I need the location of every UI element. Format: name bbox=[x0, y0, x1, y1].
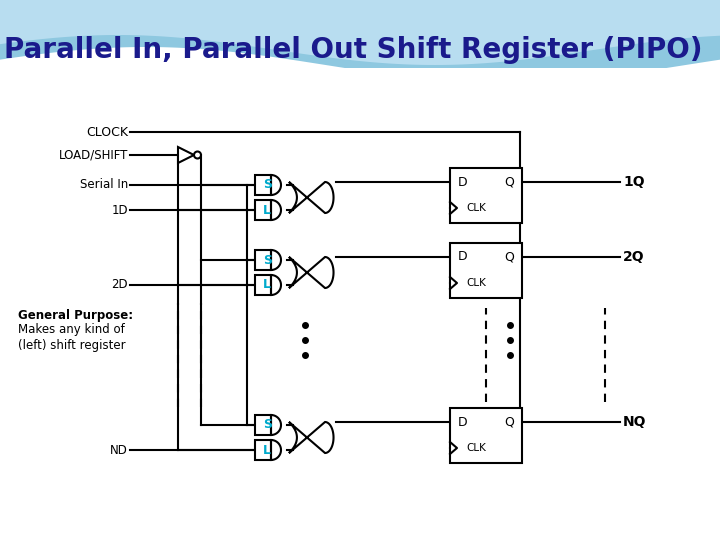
Text: L: L bbox=[264, 279, 271, 292]
Text: NQ: NQ bbox=[623, 415, 647, 429]
Text: Q: Q bbox=[504, 415, 514, 429]
Text: S: S bbox=[263, 179, 271, 192]
Polygon shape bbox=[255, 415, 281, 435]
Text: ND: ND bbox=[110, 443, 128, 456]
Text: Makes any kind of: Makes any kind of bbox=[18, 323, 125, 336]
Text: D: D bbox=[458, 415, 468, 429]
Text: S: S bbox=[263, 253, 271, 267]
Bar bbox=[450, 167, 522, 222]
Circle shape bbox=[194, 152, 201, 159]
Text: L: L bbox=[264, 443, 271, 456]
Polygon shape bbox=[255, 200, 281, 220]
Text: 1Q: 1Q bbox=[623, 175, 644, 189]
Text: LOAD/SHIFT: LOAD/SHIFT bbox=[58, 148, 128, 161]
Text: D: D bbox=[458, 251, 468, 264]
Polygon shape bbox=[289, 182, 333, 213]
Text: General Purpose:: General Purpose: bbox=[18, 308, 133, 321]
Bar bbox=[0, 68, 720, 540]
Polygon shape bbox=[0, 0, 720, 83]
Text: CLK: CLK bbox=[466, 203, 486, 213]
Text: (left) shift register: (left) shift register bbox=[18, 339, 125, 352]
Text: CLK: CLK bbox=[466, 443, 486, 453]
Text: 1D: 1D bbox=[112, 204, 128, 217]
Text: L: L bbox=[264, 204, 271, 217]
Text: Parallel In, Parallel Out Shift Register (PIPO): Parallel In, Parallel Out Shift Register… bbox=[4, 36, 703, 64]
Polygon shape bbox=[255, 250, 281, 270]
Text: Q: Q bbox=[504, 176, 514, 188]
Bar bbox=[450, 408, 522, 462]
Text: Serial In: Serial In bbox=[80, 179, 128, 192]
Text: D: D bbox=[458, 176, 468, 188]
Text: Q: Q bbox=[504, 251, 514, 264]
Polygon shape bbox=[255, 175, 281, 195]
Polygon shape bbox=[289, 422, 333, 453]
Polygon shape bbox=[289, 257, 333, 288]
Polygon shape bbox=[0, 0, 720, 65]
Polygon shape bbox=[178, 147, 194, 163]
Polygon shape bbox=[255, 275, 281, 295]
Text: S: S bbox=[263, 418, 271, 431]
Bar bbox=[450, 242, 522, 298]
Text: CLK: CLK bbox=[466, 278, 486, 288]
Text: 2Q: 2Q bbox=[623, 250, 644, 264]
Text: 2D: 2D bbox=[112, 279, 128, 292]
Text: CLOCK: CLOCK bbox=[86, 125, 128, 138]
Polygon shape bbox=[255, 440, 281, 460]
